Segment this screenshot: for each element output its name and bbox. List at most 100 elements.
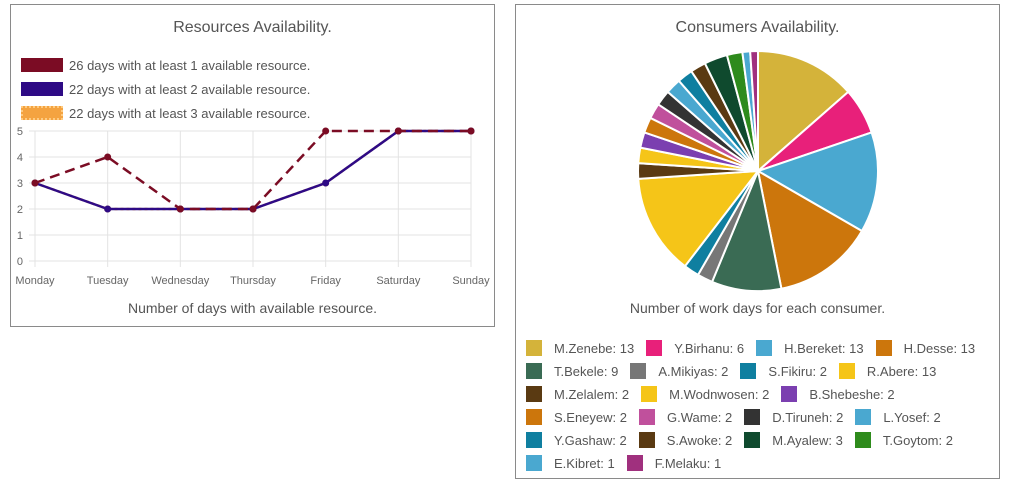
pie-legend-swatch <box>855 409 872 425</box>
series-1-point[interactable] <box>322 127 330 135</box>
pie-legend-item-3[interactable]: H.Bereket: 13 <box>756 340 864 356</box>
pie-legend-item-8[interactable]: R.Abere: 13 <box>838 363 937 379</box>
pie-legend-swatch <box>756 340 773 356</box>
pie-legend-item-12[interactable]: S.Eneyew: 2 <box>526 409 627 425</box>
pie-legend-swatch <box>646 340 663 356</box>
pie-legend-swatch <box>526 455 542 471</box>
series-1 <box>31 127 475 213</box>
pie-legend-swatch <box>638 432 655 448</box>
pie-slice-1[interactable] <box>757 49 850 174</box>
pie-legend-label: M.Zelalem: 2 <box>554 386 630 402</box>
pie-legend-item-21[interactable]: F.Melaku: 1 <box>626 455 722 471</box>
line-chart-caption: Number of days with available resource. <box>127 300 377 316</box>
series-1-point[interactable] <box>467 127 475 135</box>
x-tick-label: Tuesday <box>87 275 129 287</box>
pie-legend-item-4[interactable]: H.Desse: 13 <box>875 340 976 356</box>
legend-swatch-series-1 <box>21 58 63 72</box>
series-1-point[interactable] <box>249 205 257 213</box>
pie-slice-21[interactable] <box>749 49 759 172</box>
pie-legend-item-16[interactable]: Y.Gashaw: 2 <box>526 432 627 448</box>
pie-legend-item-17[interactable]: S.Awoke: 2 <box>638 432 733 448</box>
pie-legend-item-9[interactable]: M.Zelalem: 2 <box>526 386 629 402</box>
legend-item-series-2[interactable]: 22 days with at least 2 available resour… <box>21 80 310 98</box>
pie-legend-label: T.Bekele: 9 <box>554 363 619 379</box>
pie-legend-item-20[interactable]: E.Kibret: 1 <box>526 455 615 471</box>
y-tick-label: 1 <box>17 230 23 242</box>
y-tick-label: 3 <box>17 178 23 190</box>
pie-legend-label: E.Kibret: 1 <box>554 455 615 471</box>
pie-legend-label: M.Zenebe: 13 <box>554 340 635 356</box>
pie-legend-label: F.Melaku: 1 <box>654 455 722 471</box>
pie-legend-swatch <box>875 340 892 356</box>
x-tick-label: Wednesday <box>151 275 209 287</box>
pie-legend-item-13[interactable]: G.Wame: 2 <box>639 409 732 425</box>
pie-legend-item-19[interactable]: T.Goytom: 2 <box>854 432 953 448</box>
legend-swatch-series-2 <box>21 82 63 96</box>
pie-legend-swatch <box>744 432 761 448</box>
pie-legend-item-2[interactable]: Y.Birhanu: 6 <box>646 340 744 356</box>
pie-legend-swatch <box>639 409 655 425</box>
pie-slice-4[interactable] <box>756 169 864 290</box>
series-1-point[interactable] <box>31 179 39 187</box>
legend-item-series-3[interactable]: 22 days with at least 3 available resour… <box>21 104 310 122</box>
pie-legend-swatch <box>641 386 658 402</box>
pie-chart-caption: Number of work days for each consumer. <box>629 300 886 316</box>
series-1-point[interactable] <box>104 153 112 161</box>
series-2-point[interactable] <box>104 205 112 213</box>
legend-item-series-1[interactable]: 26 days with at least 1 available resour… <box>21 56 310 74</box>
pie-legend-label: Y.Gashaw: 2 <box>554 432 627 448</box>
pie-legend-item-18[interactable]: M.Ayalew: 3 <box>744 432 843 448</box>
legend-label-series-2: 22 days with at least 2 available resour… <box>69 81 311 97</box>
pie-legend-swatch <box>854 432 871 448</box>
pie-slice-8[interactable] <box>637 169 761 268</box>
pie-legend: M.Zenebe: 13 Y.Birhanu: 6 H.Bereket: 13 H.D… <box>526 340 996 471</box>
x-tick-label: Thursday <box>230 275 276 287</box>
x-tick-label: Saturday <box>376 275 421 287</box>
pie-legend-item-14[interactable]: D.Tiruneh: 2 <box>744 409 843 425</box>
pie-legend-item-10[interactable]: M.Wodnwosen: 2 <box>641 386 769 402</box>
pie-legend-label: D.Tiruneh: 2 <box>772 409 844 425</box>
pie-legend-label: Y.Birhanu: 6 <box>674 340 745 356</box>
pie-slice-3[interactable] <box>755 131 879 233</box>
consumers-availability-panel: Consumers Availability. Number of work d… <box>515 4 1000 479</box>
y-tick-label: 2 <box>17 204 23 216</box>
grid <box>29 130 472 267</box>
pie-legend-item-7[interactable]: S.Fikiru: 2 <box>740 363 827 379</box>
pie-legend-item-1[interactable]: M.Zenebe: 13 <box>526 340 634 356</box>
pie-legend-label: M.Ayalew: 3 <box>772 432 843 448</box>
pie-legend-label: A.Mikiyas: 2 <box>658 363 729 379</box>
series-1-point[interactable] <box>394 127 402 135</box>
pie-legend-label: S.Eneyew: 2 <box>554 409 627 425</box>
series-1-point[interactable] <box>176 205 184 213</box>
pie-legend-swatch <box>838 363 855 379</box>
pie-legend-swatch <box>526 432 542 448</box>
pie-legend-label: G.Wame: 2 <box>667 409 733 425</box>
pie-legend-item-15[interactable]: L.Yosef: 2 <box>855 409 941 425</box>
pie-legend-swatch <box>740 363 757 379</box>
pie-legend-label: H.Desse: 13 <box>903 340 976 356</box>
pie-legend-swatch <box>526 386 542 402</box>
pie-legend-item-5[interactable]: T.Bekele: 9 <box>526 363 618 379</box>
pie-legend-label: H.Bereket: 13 <box>784 340 864 356</box>
line-chart-plot: 0 1 2 3 4 5 Monday Tuesday Wednesday Thursday Frid… <box>15 126 490 287</box>
pie-legend-item-11[interactable]: B.Shebeshe: 2 <box>781 386 895 402</box>
pie-legend-label: L.Yosef: 2 <box>883 409 941 425</box>
series-2-point[interactable] <box>322 179 330 187</box>
legend-label-series-3: 22 days with at least 3 available resour… <box>69 105 311 121</box>
pie-legend-label: S.Fikiru: 2 <box>768 363 827 379</box>
pie-legend-label: M.Wodnwosen: 2 <box>669 386 770 402</box>
y-tick-label: 0 <box>17 256 23 268</box>
pie-legend-swatch <box>626 455 643 471</box>
y-tick-label: 4 <box>17 152 23 164</box>
legend-swatch-series-3 <box>21 106 63 120</box>
pie-legend-label: R.Abere: 13 <box>866 363 937 379</box>
pie-legend-swatch <box>781 386 798 402</box>
pie-legend-label: S.Awoke: 2 <box>666 432 733 448</box>
pie-legend-item-6[interactable]: A.Mikiyas: 2 <box>630 363 728 379</box>
x-tick-label: Monday <box>15 275 55 287</box>
y-tick-label: 5 <box>17 126 23 138</box>
pie-legend-swatch <box>526 340 542 356</box>
pie-legend-label: T.Goytom: 2 <box>882 432 953 448</box>
pie-chart-plot <box>637 49 879 292</box>
x-tick-label: Sunday <box>452 275 490 287</box>
